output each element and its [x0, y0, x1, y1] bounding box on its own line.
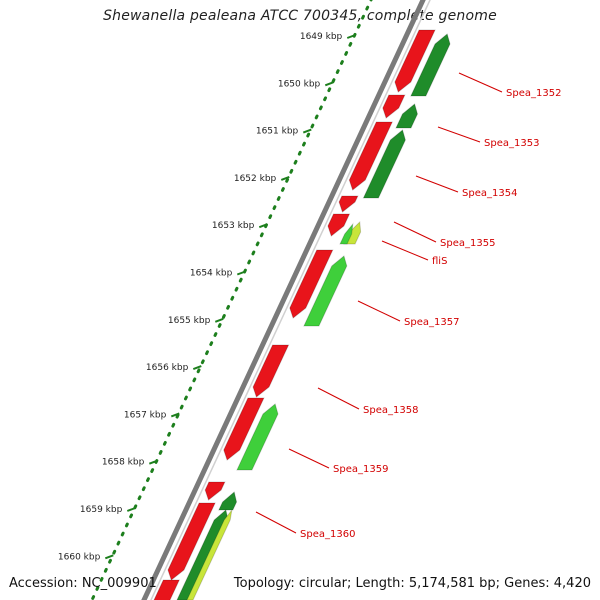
gene-arrow-reverse [204, 481, 226, 501]
gene-arrow-forward [395, 103, 419, 129]
tick-label: 1653 kbp [212, 221, 255, 231]
map-layer: 1649 kbp 1650 kbp 1651 kbp 1652 kbp 1653 kbp… [58, 0, 561, 600]
gene-arrow-reverse [327, 213, 351, 237]
gene-label-leader [458, 72, 503, 93]
gene-arrow-reverse [289, 249, 334, 319]
tick-label: 1659 kbp [80, 505, 123, 515]
gene-arrow-forward [339, 222, 354, 245]
gene-arrow-reverse [382, 94, 406, 119]
gene-label: Spea_1352 [506, 88, 561, 99]
tick-label: 1650 kbp [278, 79, 321, 89]
gene-label: Spea_1355 [440, 238, 495, 249]
major-tick-mark [104, 554, 114, 560]
backbone-ring-highlight [150, 0, 431, 600]
tick-label: 1652 kbp [234, 174, 277, 184]
map-title: Shewanella pealeana ATCC 700345, complet… [103, 8, 497, 24]
genome-summary-text: Topology: circular; Length: 5,174,581 bp… [233, 576, 591, 591]
major-tick-mark [148, 459, 158, 465]
tick-label: 1657 kbp [124, 410, 167, 420]
gene-arrow-forward [186, 509, 233, 600]
gene-label: Spea_1358 [363, 405, 418, 416]
tick-label: 1658 kbp [102, 458, 145, 468]
tick-label: 1655 kbp [168, 316, 211, 326]
major-tick-mark [236, 270, 246, 276]
gene-label: Spea_1354 [462, 188, 517, 199]
major-tick-mark [214, 317, 224, 323]
tick-label: 1651 kbp [256, 127, 299, 137]
gene-label-leader [381, 240, 429, 261]
major-tick-mark [126, 507, 136, 512]
gene-label-leader [317, 387, 360, 410]
gene-arrow-reverse [223, 397, 265, 461]
gene-arrow-forward [236, 403, 279, 471]
tick-label: 1654 kbp [190, 269, 233, 279]
tick-label: 1660 kbp [58, 552, 101, 562]
gene-label-leader [357, 300, 401, 322]
gene-arrow-forward [362, 129, 406, 199]
major-tick-mark [324, 81, 334, 87]
gene-arrow-forward [218, 491, 238, 511]
tick-label: 1649 kbp [300, 32, 343, 42]
major-tick-mark [170, 412, 180, 418]
gene-arrow-reverse [167, 502, 216, 581]
gene-label: Spea_1353 [484, 138, 539, 149]
major-tick-mark [258, 223, 268, 229]
gene-arrow-reverse [348, 121, 394, 191]
gene-label-leader [437, 126, 481, 143]
gene-label-leader [415, 175, 459, 193]
tick-ring [90, 0, 373, 600]
gene-arrow-forward [410, 33, 451, 97]
gene-label: fliS [432, 256, 447, 267]
gene-label-leader [255, 511, 297, 534]
major-tick-mark [346, 34, 356, 39]
backbone-ring-outer [141, 0, 426, 600]
gene-label: Spea_1360 [300, 529, 355, 540]
gene-arrow-reverse [394, 29, 436, 93]
gene-label: Spea_1357 [404, 317, 459, 328]
major-tick-mark [280, 175, 290, 181]
gene-label-leader [288, 448, 330, 469]
gene-label-leader [393, 221, 437, 243]
gene-arrow-reverse [338, 195, 359, 213]
accession-text: Accession: NC_009901 [9, 576, 157, 591]
gene-arrow-forward [303, 255, 348, 327]
gene-label: Spea_1359 [333, 464, 388, 475]
gene-arrow-reverse [153, 579, 181, 600]
major-tick-mark [192, 365, 202, 371]
gene-arrow-reverse [252, 344, 290, 398]
tick-label: 1656 kbp [146, 363, 189, 373]
major-tick-mark [302, 128, 312, 134]
